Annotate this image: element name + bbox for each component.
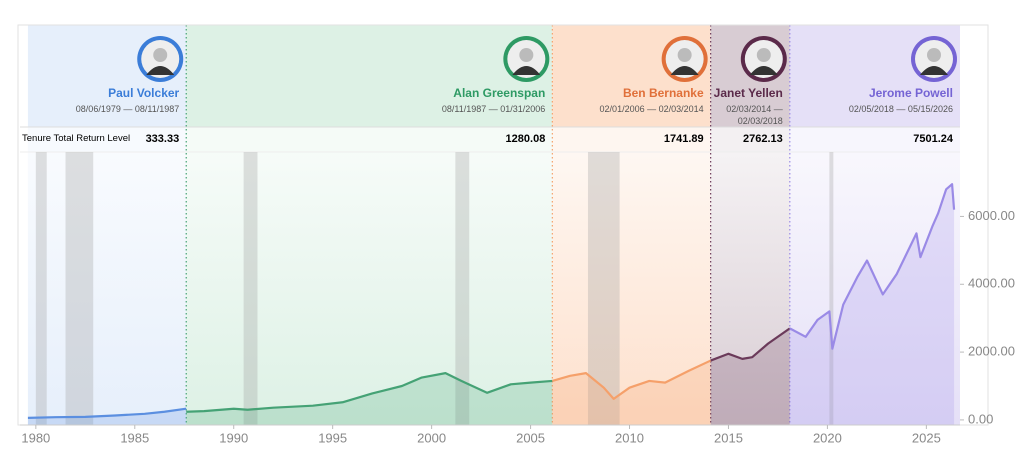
x-tick-label: 2020 <box>813 430 842 445</box>
chair-name: Ben Bernanke <box>622 86 704 100</box>
y-tick-label: 0.00 <box>968 411 993 426</box>
x-tick-label: 1980 <box>21 430 50 445</box>
x-tick-label: 2025 <box>912 430 941 445</box>
portrait-body <box>749 66 778 75</box>
return-level: 1741.89 <box>663 133 704 145</box>
tenure-dates: 02/03/2014 — 02/03/2018 <box>726 104 783 126</box>
era-plot-bg <box>186 152 553 425</box>
era-header-bg <box>186 25 553 127</box>
x-tick-label: 1990 <box>219 430 248 445</box>
x-tick-label: 2015 <box>714 430 743 445</box>
tenure-dates: 02/05/2018 — 05/15/2026 <box>848 104 953 114</box>
chair-name: Alan Greenspan <box>453 86 546 100</box>
era-header: Paul Volcker 08/06/1979 — 08/11/1987 <box>28 86 186 115</box>
line <box>27 407 187 419</box>
tenure-dates: 08/11/1987 — 01/31/2006 <box>441 104 546 114</box>
portrait-head <box>153 48 168 62</box>
era-return-bg <box>186 127 553 152</box>
portrait-head <box>756 48 771 62</box>
portrait-body <box>920 66 948 75</box>
era-plot-bg <box>552 152 711 425</box>
return-level: 7501.24 <box>913 133 953 145</box>
y-tick-label: 2000.00 <box>968 344 1015 359</box>
x-tick-label: 1985 <box>120 430 149 445</box>
portrait-body <box>512 66 541 75</box>
era-header: Jerome Powell 02/05/2018 — 05/15/2026 <box>790 86 960 115</box>
line <box>789 183 956 350</box>
chair-name: Paul Volcker <box>108 86 180 100</box>
chair-name: Janet Yellen <box>713 86 783 100</box>
recession-band <box>455 152 470 425</box>
line <box>710 327 791 362</box>
era-header: Alan Greenspan 08/11/1987 — 01/31/2006 <box>186 86 552 115</box>
era-return-bg <box>789 127 960 152</box>
y-tick-label: 4000.00 <box>968 276 1015 291</box>
return-level: 1280.08 <box>505 133 546 145</box>
era-header: Ben Bernanke 02/01/2006 — 02/03/2014 <box>552 86 710 115</box>
x-tick-label: 2010 <box>615 430 644 445</box>
line <box>552 359 712 400</box>
x-tick-label: 1995 <box>318 430 347 445</box>
portrait-body <box>146 66 175 75</box>
return-level: 2762.13 <box>743 133 783 145</box>
era-plot-bg <box>27 152 187 425</box>
recession-band <box>35 152 47 425</box>
chair-name: Jerome Powell <box>868 86 953 100</box>
area <box>552 360 711 425</box>
tenure-dates: 02/01/2006 — 02/03/2014 <box>599 104 704 114</box>
area <box>710 328 790 425</box>
era-return-bg <box>552 127 711 152</box>
return-level: 333.33 <box>145 133 180 145</box>
recession-band <box>829 152 834 425</box>
era-return-bg <box>27 127 187 152</box>
era-return-bg <box>710 127 790 152</box>
era-plot-bg <box>789 152 960 425</box>
portrait-head <box>927 48 941 62</box>
recession-band <box>65 152 94 425</box>
area <box>186 373 553 425</box>
portrait-head <box>677 48 692 62</box>
return-label: Tenure Total Return Level <box>22 133 131 144</box>
line <box>186 372 553 413</box>
era-header: Janet Yellen 02/03/2014 — 02/03/2018 <box>711 86 790 127</box>
x-tick-label: 2005 <box>516 430 545 445</box>
portrait-head <box>519 48 534 62</box>
area <box>789 184 955 425</box>
era-plot-bg <box>710 152 790 425</box>
portrait-body <box>670 66 699 75</box>
y-tick-label: 6000.00 <box>968 208 1015 223</box>
tenure-dates: 08/06/1979 — 08/11/1987 <box>75 104 180 114</box>
x-tick-label: 2000 <box>417 430 446 445</box>
recession-band <box>243 152 258 425</box>
